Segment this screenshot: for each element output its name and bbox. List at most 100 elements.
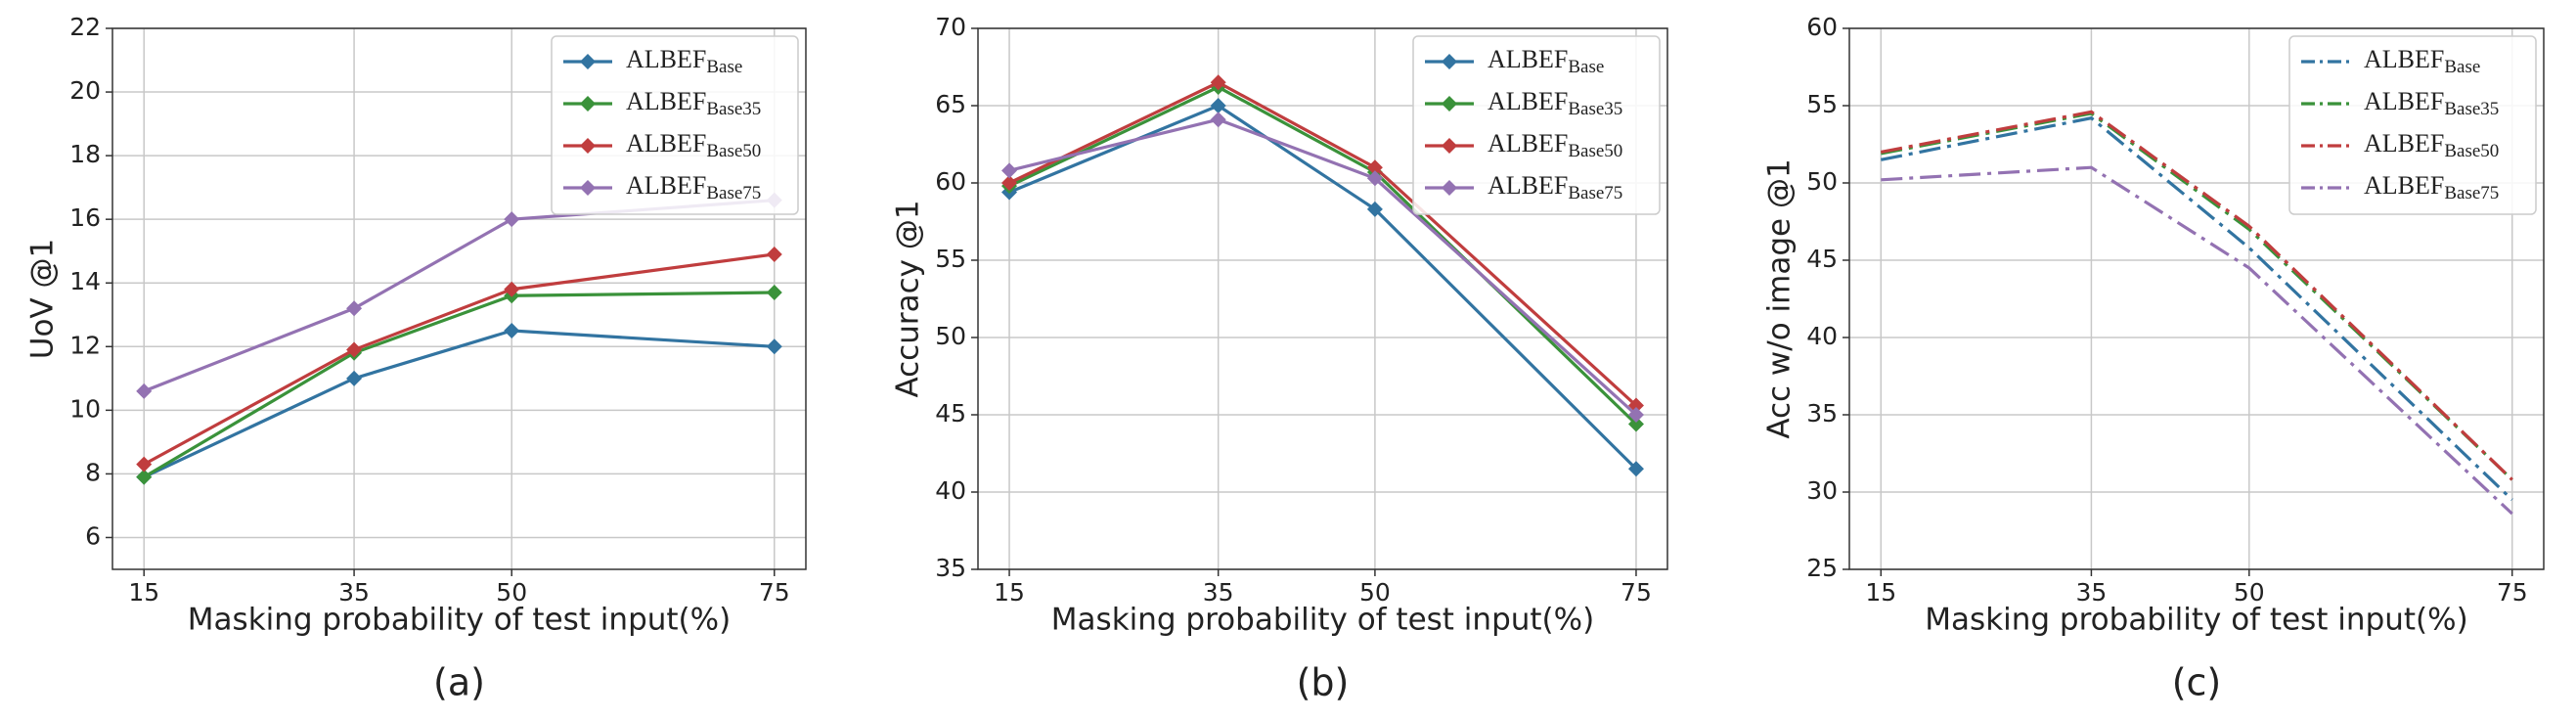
series-line [1880, 110, 2513, 481]
series-line [1008, 104, 1638, 471]
marker [766, 338, 782, 355]
series-line [1008, 80, 1638, 407]
legend-name: ALBEF [1488, 45, 1568, 73]
y-tick-label: 50 [935, 322, 966, 350]
x-tick-label: 75 [2497, 578, 2528, 607]
legend-sub: Base35 [706, 99, 761, 119]
legend-box [1412, 35, 1661, 215]
y-tick-label: 40 [935, 476, 966, 505]
y-tick-label: 22 [69, 13, 101, 41]
legend-marker [580, 96, 596, 112]
legend-marker [1442, 138, 1457, 154]
plot-frame [977, 27, 1668, 570]
legend-marker [1442, 180, 1457, 196]
legend-label: ALBEFBase35 [2364, 87, 2499, 119]
legend-name: ALBEF [1488, 87, 1568, 115]
y-tick-label: 20 [69, 76, 101, 105]
chart: 35 40 45 50 55 60 65 70 15 35 50 75 Masking probabil… [891, 13, 1668, 704]
legend-sub: Base [2444, 57, 2480, 77]
marker [504, 281, 520, 297]
legend-sub: Base [1568, 57, 1604, 77]
y-tick-label: 60 [935, 167, 966, 196]
legend-label: ALBEFBase50 [626, 129, 761, 161]
series-line [1008, 117, 1638, 417]
y-tick-label: 50 [1806, 167, 1838, 196]
chart: 25 30 35 40 45 50 55 60 15 35 50 75 Masking probabil… [1762, 13, 2545, 704]
legend-sub: Base50 [1568, 141, 1622, 161]
legend-sub: Base50 [2444, 141, 2499, 161]
y-tick-label: 60 [1806, 13, 1838, 41]
marker [1210, 98, 1226, 113]
y-tick-label: 14 [69, 267, 101, 295]
x-tick-label: 35 [2076, 578, 2108, 607]
marker [1627, 416, 1644, 432]
y-tick-label: 16 [69, 203, 101, 232]
series-line [143, 252, 775, 467]
x-tick-label: 75 [1621, 578, 1652, 607]
marker [346, 341, 363, 358]
y-tick-label: 65 [935, 90, 966, 118]
marker [766, 246, 782, 262]
y-axis-label: Accuracy @1 [891, 200, 926, 397]
marker [346, 300, 363, 317]
y-tick-label: 6 [85, 521, 101, 550]
y-tick-label: 35 [1806, 399, 1838, 428]
x-tick-label: 50 [2234, 578, 2265, 607]
marker [1001, 162, 1018, 179]
x-tick-label: 75 [759, 578, 790, 607]
plot-frame [1848, 27, 2545, 570]
series-line [143, 329, 775, 479]
y-axis-label: UoV @1 [25, 239, 61, 359]
legend-marker [580, 54, 596, 69]
plot-frame [111, 27, 807, 570]
legend-label: ALBEFBase75 [1488, 171, 1622, 203]
legend-sub: Base [706, 57, 742, 77]
x-tick-label: 15 [128, 578, 159, 607]
x-tick-label: 15 [994, 578, 1025, 607]
series-line [1880, 115, 2513, 502]
legend-sub: Base75 [1568, 183, 1622, 203]
legend-name: ALBEF [2364, 45, 2444, 73]
y-tick-label: 55 [1806, 90, 1838, 118]
legend-label: ALBEFBase50 [1488, 129, 1622, 161]
legend-name: ALBEF [2364, 87, 2444, 115]
legend-label: ALBEFBase35 [626, 87, 761, 119]
legend-name: ALBEF [626, 171, 706, 200]
marker [1210, 112, 1226, 128]
x-tick-label: 50 [496, 578, 527, 607]
legend-sub: Base35 [2444, 99, 2499, 119]
y-tick-label: 30 [1806, 476, 1838, 505]
marker [1366, 170, 1383, 187]
y-tick-label: 10 [69, 394, 101, 423]
legend-label: ALBEFBase35 [1488, 87, 1622, 119]
legend-marker [580, 138, 596, 154]
legend-name: ALBEF [626, 129, 706, 158]
y-axis-label: Acc w/o image @1 [1762, 158, 1798, 438]
y-tick-label: 12 [69, 331, 101, 359]
legend-name: ALBEF [626, 45, 706, 73]
caption: (b) [1297, 661, 1350, 704]
chart: 6 8 10 12 14 16 18 20 22 15 35 50 75 Masking probabil… [25, 13, 807, 704]
y-tick-label: 25 [1806, 554, 1838, 582]
x-tick-label: 35 [1203, 578, 1234, 607]
y-tick-label: 55 [935, 245, 966, 273]
x-tick-label: 50 [1359, 578, 1391, 607]
marker [346, 370, 363, 386]
marker [136, 456, 153, 472]
caption: (a) [433, 661, 485, 704]
legend-label: ALBEFBase75 [626, 171, 761, 203]
y-tick-label: 18 [69, 140, 101, 168]
y-tick-label: 40 [1806, 322, 1838, 350]
y-tick-label: 35 [935, 554, 966, 582]
y-tick-label: 45 [935, 399, 966, 428]
legend-name: ALBEF [626, 87, 706, 115]
legend-marker [1442, 96, 1457, 112]
marker [1210, 74, 1226, 91]
series-line [143, 199, 775, 393]
legend-name: ALBEF [1488, 129, 1568, 158]
legend-marker [580, 180, 596, 196]
marker [1001, 175, 1018, 191]
legend-label: ALBEFBase [1488, 45, 1604, 77]
x-tick-label: 15 [1865, 578, 1896, 607]
marker [136, 469, 153, 485]
